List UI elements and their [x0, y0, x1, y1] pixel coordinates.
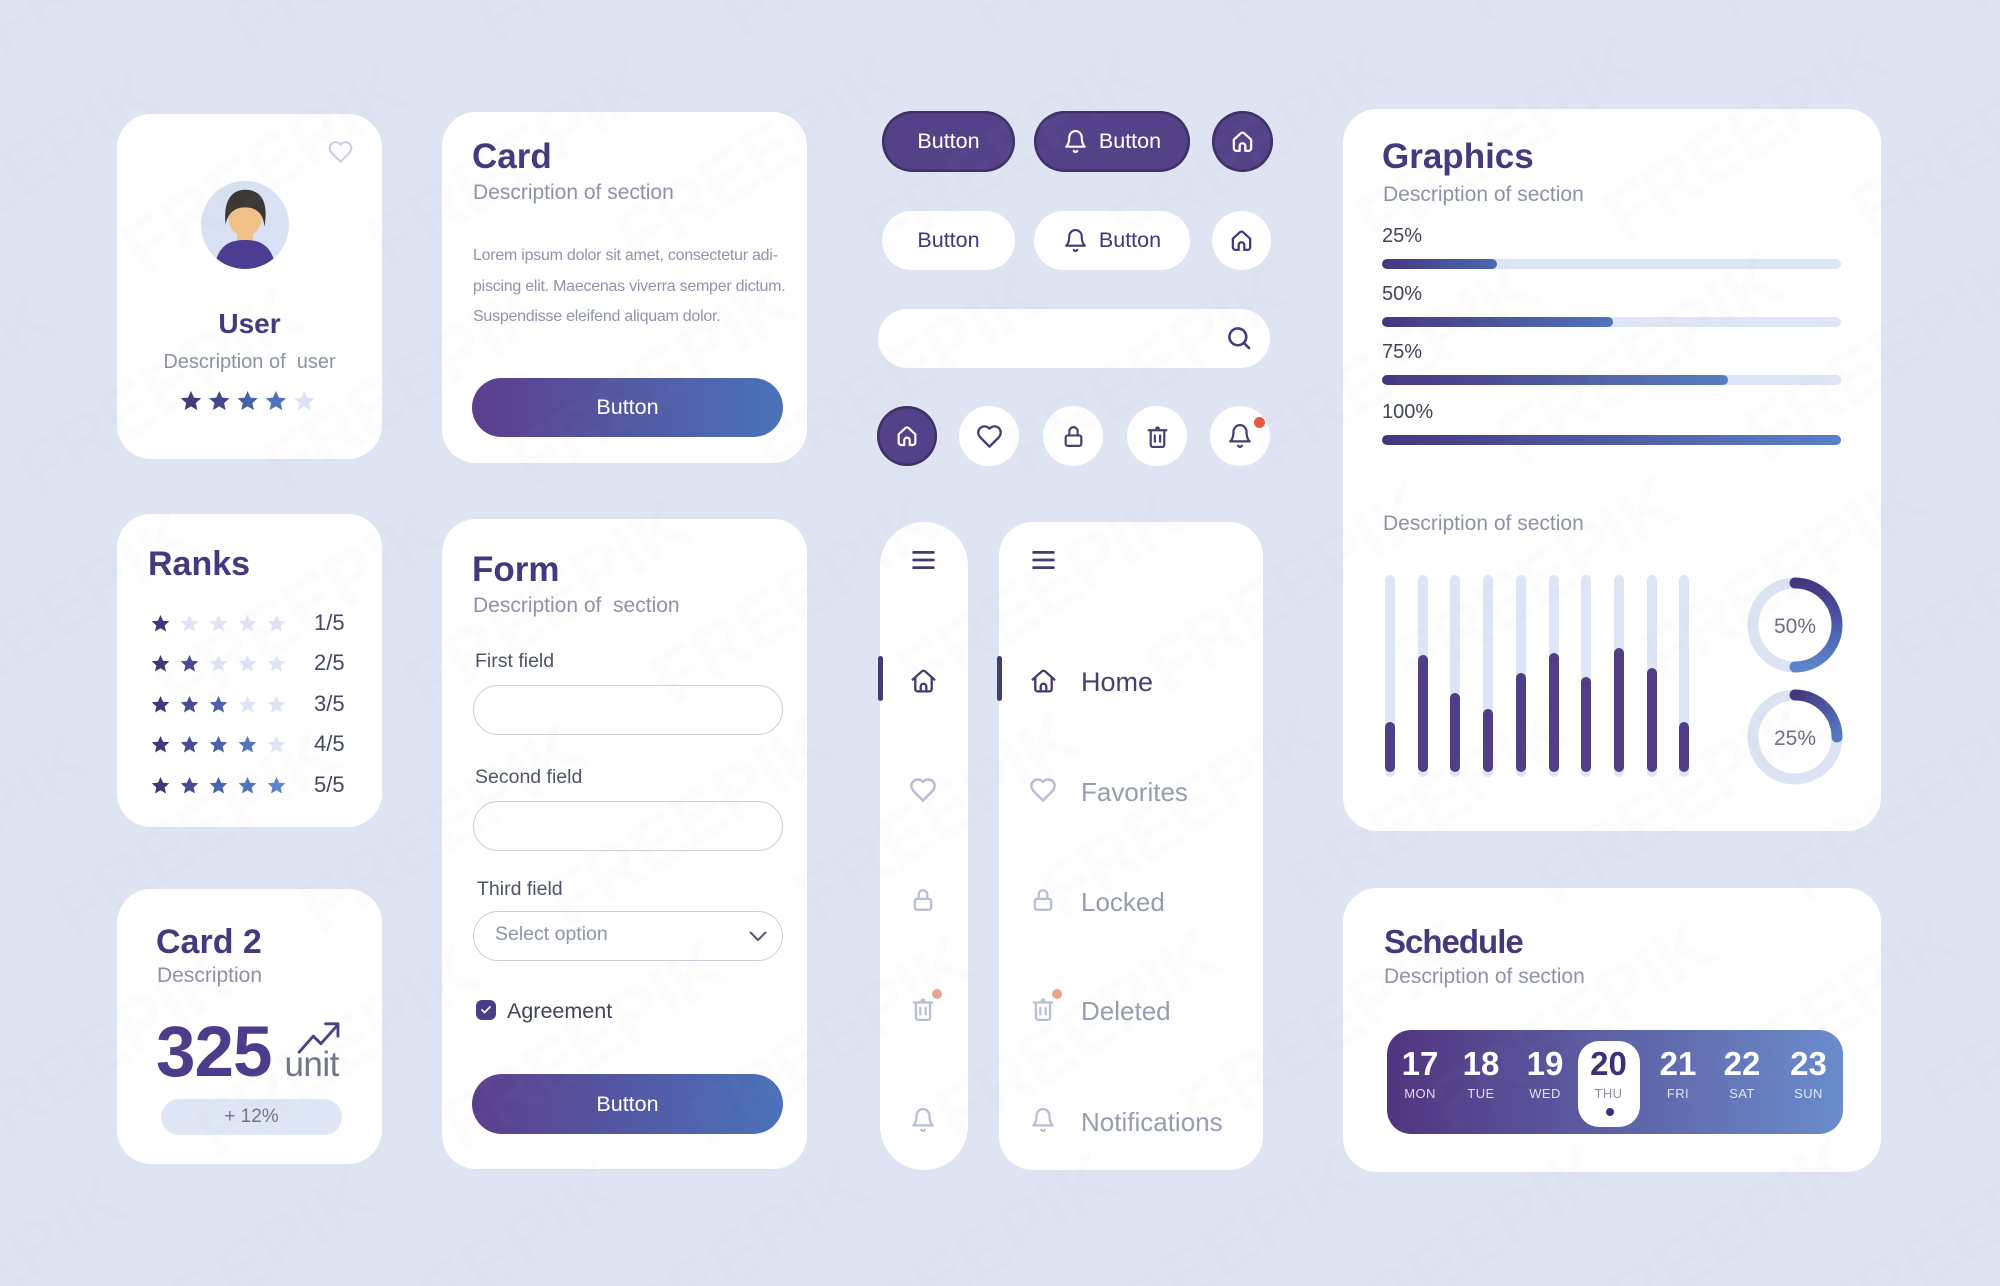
svg-text:50%: 50% — [1774, 615, 1816, 638]
svg-text:25%: 25% — [1774, 727, 1816, 750]
